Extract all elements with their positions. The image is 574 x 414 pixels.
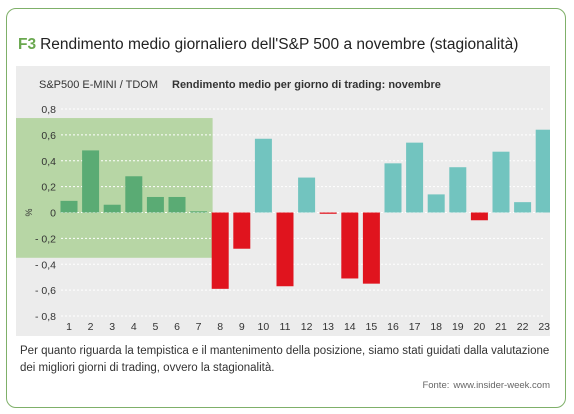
x-tick-label: 10 (258, 321, 270, 333)
bar (341, 212, 359, 279)
x-tick-label: 1 (66, 321, 72, 333)
figure-title: F3 Rendimento medio giornaliero dell'S&P … (18, 36, 518, 54)
source-label: Fonte: (422, 380, 450, 391)
bar (362, 212, 380, 284)
x-tick-label: 7 (196, 321, 202, 333)
chart-subtitle: S&P500 E-MINI / TDOM (39, 79, 158, 91)
bar (406, 142, 424, 213)
bar (60, 200, 78, 213)
bar (276, 212, 294, 287)
y-tick-label: - 0,4 (35, 259, 56, 271)
x-tick-label: 9 (239, 321, 245, 333)
bar (82, 150, 100, 213)
bar-chart: S&P500 E-MINI / TDOM Rendimento medio per… (16, 79, 550, 333)
x-tick-label: 23 (538, 321, 550, 333)
bar (190, 211, 208, 213)
x-tick-label: 20 (474, 321, 486, 333)
source-note: Fonte: www.insider-week.com (422, 380, 550, 391)
x-tick-label: 16 (387, 321, 399, 333)
y-tick-label: 0,8 (41, 104, 56, 116)
bar (535, 129, 550, 213)
y-tick-label: - 0,8 (35, 311, 56, 323)
x-tick-label: 4 (131, 321, 137, 333)
x-tick-label: 15 (366, 321, 378, 333)
bar (146, 196, 164, 213)
x-tick-label: 11 (280, 321, 291, 333)
bar (384, 163, 402, 213)
bar (125, 176, 143, 213)
bar (470, 212, 488, 221)
y-axis-label: % (24, 208, 34, 216)
figure-title-text: Rendimento medio giornaliero dell'S&P 50… (40, 36, 519, 53)
x-tick-label: 22 (517, 321, 529, 333)
y-tick-label: - 0,2 (35, 233, 56, 245)
bar (211, 212, 229, 289)
x-tick-label: 18 (430, 321, 442, 333)
x-tick-label: 8 (217, 321, 223, 333)
bar (492, 151, 510, 213)
x-tick-label: 6 (174, 321, 180, 333)
bar (319, 212, 337, 214)
x-tick-label: 21 (495, 321, 507, 333)
bar (514, 202, 532, 213)
chart-title: Rendimento medio per giorno di trading: … (172, 79, 441, 91)
x-tick-label: 2 (88, 321, 94, 333)
source-value: www.insider-week.com (453, 380, 550, 391)
x-tick-label: 17 (409, 321, 421, 333)
y-tick-label: 0,4 (41, 156, 56, 168)
x-tick-label: 19 (452, 321, 464, 333)
x-tick-label: 13 (322, 321, 334, 333)
bar (233, 212, 251, 249)
y-tick-label: - 0,6 (35, 285, 56, 297)
bar (298, 177, 316, 213)
bar (103, 204, 121, 213)
x-tick-label: 12 (301, 321, 313, 333)
y-tick-label: 0,2 (41, 182, 56, 194)
figure-tag: F3 (18, 36, 37, 53)
bar (427, 194, 445, 213)
x-tick-label: 3 (109, 321, 115, 333)
x-tick-label: 5 (152, 321, 158, 333)
y-tick-label: 0,6 (41, 130, 56, 142)
bar (449, 167, 467, 213)
figure-caption: Per quanto riguarda la tempistica e il m… (20, 345, 550, 374)
bar (254, 138, 272, 213)
y-tick-label: 0 (50, 208, 56, 220)
highlight-region (16, 118, 213, 258)
bar (168, 196, 186, 213)
x-tick-label: 14 (344, 321, 356, 333)
